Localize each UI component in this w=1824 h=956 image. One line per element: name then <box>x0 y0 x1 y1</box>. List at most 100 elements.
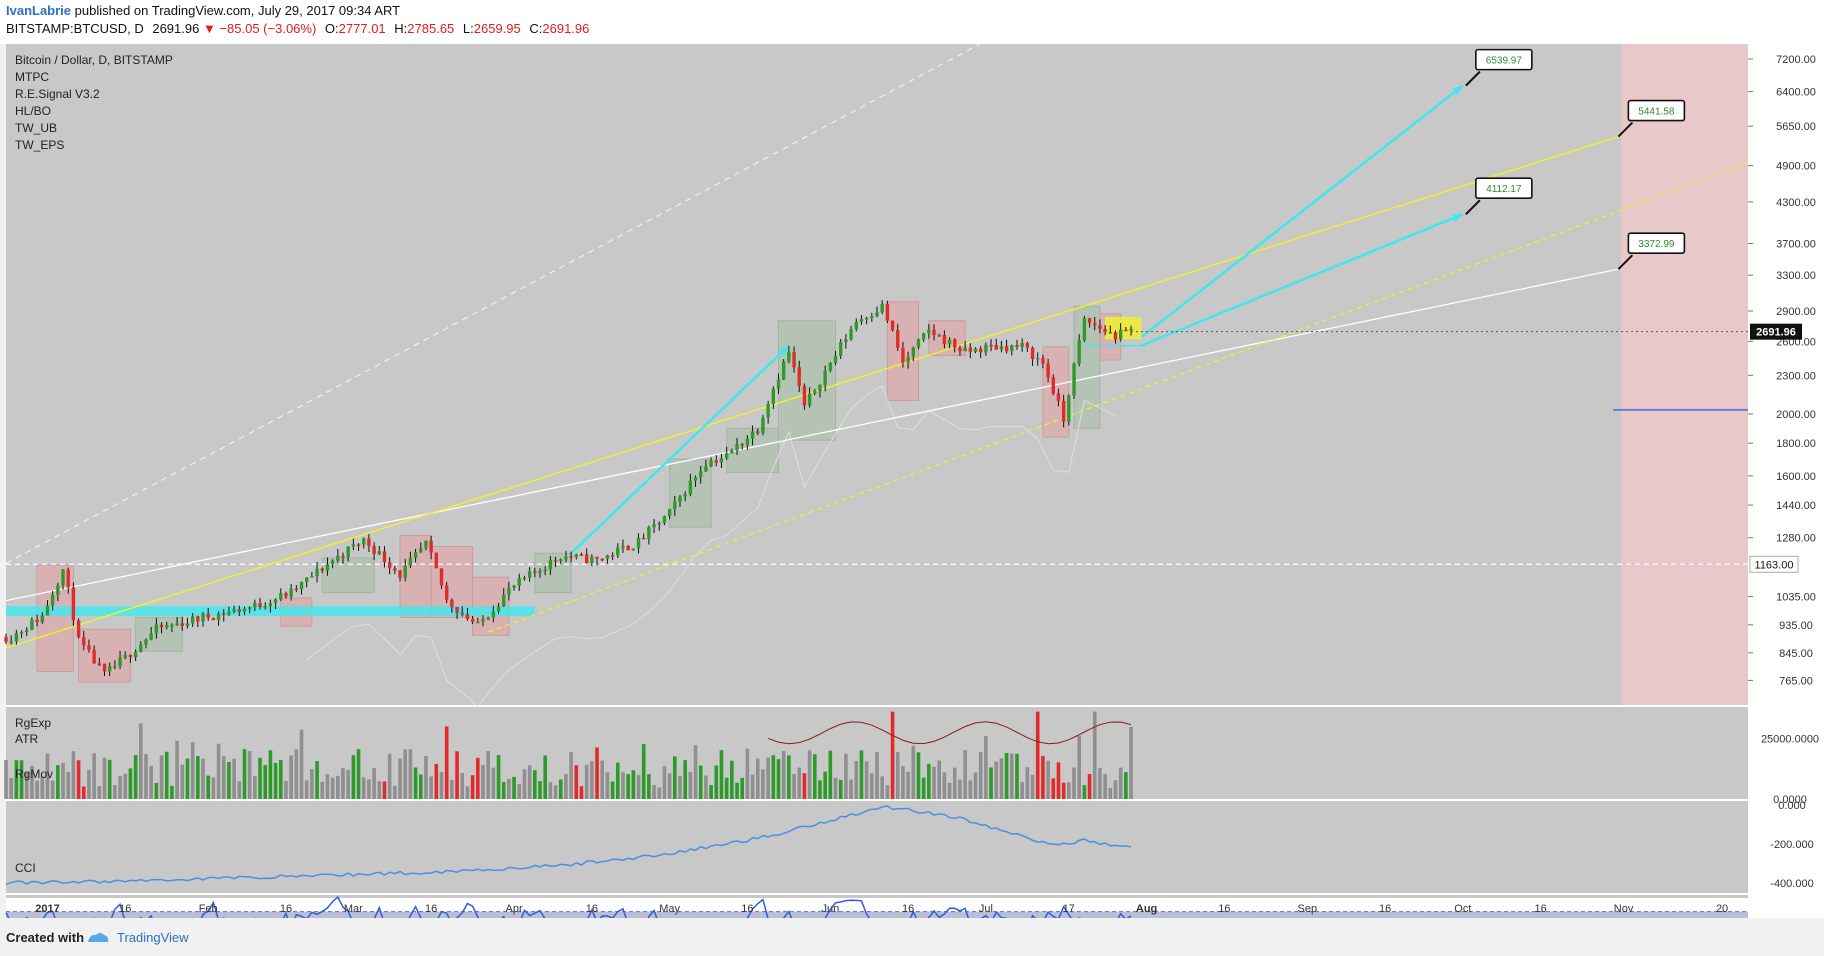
volume-bar-166 <box>864 761 869 799</box>
candle-body-202 <box>1051 377 1055 394</box>
candle-body-47 <box>247 607 252 609</box>
candle-body-167 <box>870 316 874 318</box>
candle-body-48 <box>253 603 257 608</box>
atr-line <box>767 721 1132 745</box>
target-label-0: 6539.97 <box>1486 56 1523 67</box>
high-label: H: <box>394 21 408 36</box>
high-value: 2785.65 <box>407 21 455 36</box>
candle-body-46 <box>242 608 247 612</box>
candle-body-145 <box>756 431 760 433</box>
candle-body-5 <box>30 619 34 630</box>
candle-body-83 <box>434 552 439 569</box>
volume-bar-55 <box>289 755 293 799</box>
volume-bar-144 <box>750 774 755 799</box>
volume-bar-137 <box>714 765 719 799</box>
volume-bar-203 <box>1056 762 1061 799</box>
candle-body-184 <box>958 347 962 352</box>
candle-body-130 <box>678 496 682 502</box>
cci-pane-label: CCI <box>15 861 36 875</box>
candle-body-54 <box>284 593 288 597</box>
volume-bar-198 <box>1030 775 1035 799</box>
target-arrow-lower-head <box>1451 214 1463 223</box>
legend-resignal: R.E.Signal V3.2 <box>15 87 100 101</box>
volume-bar-63 <box>330 777 335 799</box>
publish-line: IvanLabrie published on TradingView.com,… <box>6 3 400 18</box>
volume-bar-184 <box>958 779 962 799</box>
volume-bar-206 <box>1072 767 1076 799</box>
volume-bar-157 <box>818 780 822 799</box>
candle-body-142 <box>740 444 744 446</box>
x-tick-label-1: 16 <box>119 903 131 915</box>
volume-bar-78 <box>408 749 413 799</box>
volume-bar-154 <box>802 773 807 799</box>
x-tick-label-4: Mar <box>344 903 363 915</box>
candle-body-100 <box>522 577 527 580</box>
rgmov-pane <box>6 801 1748 893</box>
volume-bar-210 <box>1092 711 1097 799</box>
volume-bar-178 <box>927 763 931 799</box>
volume-bar-141 <box>735 782 739 799</box>
volume-bar-185 <box>963 750 967 799</box>
volume-bar-84 <box>439 771 444 799</box>
candle-body-87 <box>455 607 459 613</box>
volume-bar-3 <box>19 760 24 799</box>
tradingview-brand[interactable]: TradingView <box>117 930 189 945</box>
candle-body-79 <box>413 552 418 558</box>
candle-body-44 <box>232 609 236 612</box>
footer: Created with TradingView <box>0 918 1824 956</box>
candle-body-13 <box>71 587 76 621</box>
candle-body-3 <box>19 631 24 634</box>
candle-body-196 <box>1020 342 1024 347</box>
candle-body-103 <box>538 570 542 573</box>
candle-body-201 <box>1046 363 1050 378</box>
candle-body-165 <box>859 318 864 322</box>
y-tick-label-1: 6400.00 <box>1776 87 1816 99</box>
volume-bar-60 <box>315 761 319 799</box>
volume-bar-177 <box>921 777 926 799</box>
volume-bar-130 <box>678 775 682 799</box>
volume-bar-95 <box>496 755 501 799</box>
x-tick-label-14: 17 <box>1063 903 1075 915</box>
candle-body-66 <box>346 546 350 558</box>
target-box-0 <box>1475 48 1533 71</box>
candle-body-61 <box>320 568 324 571</box>
volume-bar-192 <box>999 758 1004 799</box>
volume-bar-36 <box>190 742 195 799</box>
volume-bar-196 <box>1020 782 1024 799</box>
volume-bar-12 <box>66 771 71 799</box>
candle-body-56 <box>294 588 299 591</box>
author-link[interactable]: IvanLabrie <box>6 3 72 18</box>
y-tick-label-10: 2000.00 <box>1776 409 1816 421</box>
candle-body-185 <box>963 347 967 352</box>
legend-tw-eps: TW_EPS <box>15 138 65 152</box>
volume-bar-100 <box>522 769 527 799</box>
candle-body-195 <box>1015 344 1019 347</box>
candle-body-194 <box>1010 344 1014 352</box>
candle-body-210 <box>1093 323 1097 326</box>
volume-bar-201 <box>1046 760 1050 799</box>
volume-bar-22 <box>118 776 122 799</box>
candle-body-108 <box>564 556 568 560</box>
range-box-4 <box>321 557 375 594</box>
volume-bar-122 <box>636 775 641 799</box>
chart-canvas[interactable]: 7200.00 6400.00 5650.00 4900.00 4300.00 3700.… <box>0 44 1824 918</box>
mov-y-tick-0: 0.000 <box>1778 800 1806 812</box>
volume-bar-121 <box>631 770 636 799</box>
volume-bar-97 <box>507 778 511 799</box>
volume-bar-186 <box>968 780 973 799</box>
candle-body-0 <box>4 636 8 642</box>
volume-bar-2 <box>14 760 19 799</box>
measured-move-arrow-head <box>778 345 789 356</box>
volume-bar-9 <box>50 780 55 799</box>
volume-bar-94 <box>491 767 496 799</box>
target-label-1: 5441.58 <box>1638 107 1675 118</box>
volume-bar-101 <box>527 765 532 799</box>
candle-body-90 <box>470 618 475 623</box>
volume-bar-1 <box>9 777 13 799</box>
x-tick-label-16: 16 <box>1218 903 1230 915</box>
candle-body-149 <box>776 379 781 389</box>
candle-body-12 <box>66 569 70 588</box>
candle-body-193 <box>1004 346 1009 352</box>
candle-body-183 <box>953 339 957 348</box>
candle-body-72 <box>377 551 381 555</box>
